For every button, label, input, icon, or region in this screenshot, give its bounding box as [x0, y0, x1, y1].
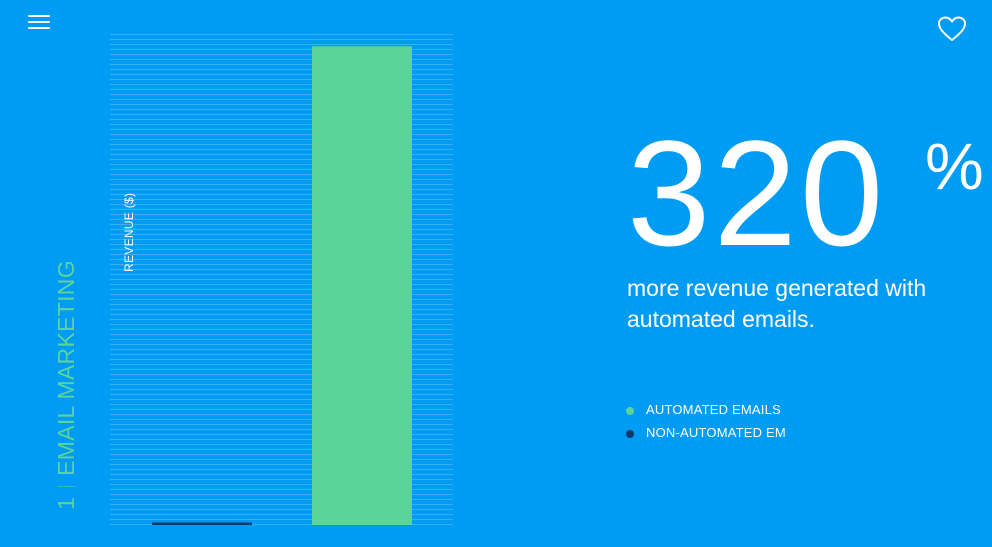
- legend-swatch-non-automated: [626, 429, 634, 438]
- revenue-bar-chart: REVENUE ($): [110, 34, 453, 526]
- bar-automated: [312, 46, 412, 526]
- legend-label-non-automated: NON-AUTOMATED EM: [646, 425, 786, 440]
- favorite-button[interactable]: [936, 14, 968, 44]
- revenue-chart: REVENUE ($): [110, 30, 455, 527]
- legend-item-automated: AUTOMATED EMAILS: [626, 398, 786, 421]
- heart-outline-icon: [938, 16, 966, 41]
- hamburger-menu-icon: [28, 21, 50, 23]
- legend-swatch-automated: [626, 406, 634, 415]
- hamburger-menu-icon: [28, 15, 50, 17]
- chart-legend: AUTOMATED EMAILS NON-AUTOMATED EM: [626, 398, 786, 444]
- legend-item-non-automated: NON-AUTOMATED EM: [626, 421, 786, 444]
- section-title: EMAIL MARKETING: [53, 260, 79, 476]
- section-number: 1: [53, 496, 79, 510]
- stat-value: 320: [627, 109, 887, 277]
- chart-bars: [152, 46, 412, 526]
- stat-unit: %: [925, 129, 984, 203]
- bar-non-automated: [152, 522, 252, 525]
- menu-button[interactable]: [28, 14, 52, 32]
- hamburger-menu-icon: [28, 27, 50, 29]
- y-axis-label: REVENUE ($): [122, 193, 136, 272]
- stat-caption: more revenue generated with automated em…: [627, 275, 927, 332]
- section-label: 1 EMAIL MARKETING: [53, 260, 80, 510]
- section-divider: [57, 485, 76, 487]
- legend-label-automated: AUTOMATED EMAILS: [646, 402, 781, 417]
